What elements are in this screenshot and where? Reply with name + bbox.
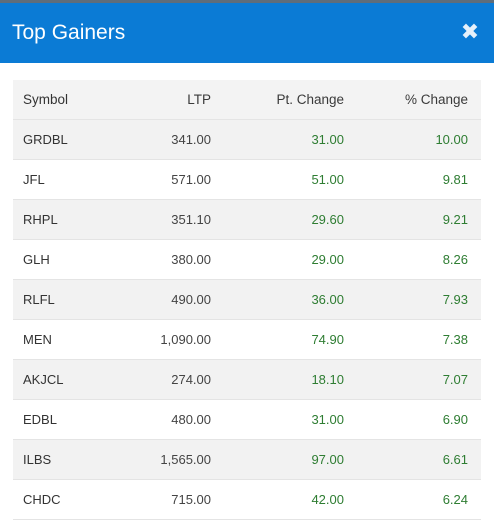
column-header-ltp[interactable]: LTP [187, 92, 211, 107]
ltp-cell: 351.10 [171, 212, 211, 227]
pt-change-cell: 74.90 [311, 332, 344, 347]
window-top-strip [0, 0, 494, 3]
ltp-cell: 274.00 [171, 372, 211, 387]
ltp-cell: 1,090.00 [160, 332, 211, 347]
symbol-cell: GLH [23, 252, 50, 267]
column-header-symbol[interactable]: Symbol [23, 92, 69, 107]
pct-change-cell: 7.07 [442, 372, 468, 387]
pct-change-cell: 6.24 [442, 492, 468, 507]
table-row[interactable]: ILBS 1,565.00 97.00 6.61 [13, 440, 481, 480]
pt-change-cell: 51.00 [311, 172, 344, 187]
pt-change-cell: 42.00 [311, 492, 344, 507]
symbol-cell: CHDC [23, 492, 61, 507]
pt-change-cell: 31.00 [311, 412, 344, 427]
symbol-cell: RHPL [23, 212, 58, 227]
column-header-pt-change[interactable]: Pt. Change [276, 92, 344, 107]
symbol-cell: AKJCL [23, 372, 64, 387]
table-row[interactable]: AKJCL 274.00 18.10 7.07 [13, 360, 481, 400]
table-row[interactable]: CHDC 715.00 42.00 6.24 [13, 480, 481, 520]
modal-title: Top Gainers [12, 21, 126, 44]
pct-change-cell: 9.21 [442, 212, 468, 227]
table-row[interactable]: GRDBL 341.00 31.00 10.00 [13, 120, 481, 160]
column-header-pct-change[interactable]: % Change [404, 92, 468, 107]
symbol-cell: MEN [23, 332, 52, 347]
pct-change-cell: 9.81 [442, 172, 468, 187]
pct-change-cell: 7.93 [442, 292, 468, 307]
pt-change-cell: 36.00 [311, 292, 344, 307]
table-header-row: Symbol LTP Pt. Change % Change [13, 80, 481, 120]
pt-change-cell: 29.00 [311, 252, 344, 267]
ltp-cell: 480.00 [171, 412, 211, 427]
pt-change-cell: 31.00 [311, 132, 344, 147]
table-row[interactable]: JFL 571.00 51.00 9.81 [13, 160, 481, 200]
symbol-cell: EDBL [23, 412, 57, 427]
ltp-cell: 571.00 [171, 172, 211, 187]
pct-change-cell: 7.38 [442, 332, 468, 347]
top-gainers-table: Symbol LTP Pt. Change % Change GRDBL 341… [13, 80, 481, 520]
pt-change-cell: 29.60 [311, 212, 344, 227]
ltp-cell: 380.00 [171, 252, 211, 267]
pct-change-cell: 6.61 [442, 452, 468, 467]
pct-change-cell: 10.00 [435, 132, 468, 147]
ltp-cell: 1,565.00 [160, 452, 211, 467]
symbol-cell: GRDBL [23, 132, 68, 147]
table-row[interactable]: GLH 380.00 29.00 8.26 [13, 240, 481, 280]
table-row[interactable]: RLFL 490.00 36.00 7.93 [13, 280, 481, 320]
pt-change-cell: 97.00 [311, 452, 344, 467]
table-row[interactable]: EDBL 480.00 31.00 6.90 [13, 400, 481, 440]
symbol-cell: ILBS [23, 452, 52, 467]
pct-change-cell: 6.90 [442, 412, 468, 427]
modal-header: Top Gainers ✖ [0, 3, 494, 63]
ltp-cell: 341.00 [171, 132, 211, 147]
pct-change-cell: 8.26 [442, 252, 468, 267]
symbol-cell: RLFL [23, 292, 55, 307]
ltp-cell: 490.00 [171, 292, 211, 307]
table-row[interactable]: RHPL 351.10 29.60 9.21 [13, 200, 481, 240]
close-icon[interactable]: ✖ [460, 19, 480, 44]
symbol-cell: JFL [23, 172, 45, 187]
ltp-cell: 715.00 [171, 492, 211, 507]
table-row[interactable]: MEN 1,090.00 74.90 7.38 [13, 320, 481, 360]
pt-change-cell: 18.10 [311, 372, 344, 387]
